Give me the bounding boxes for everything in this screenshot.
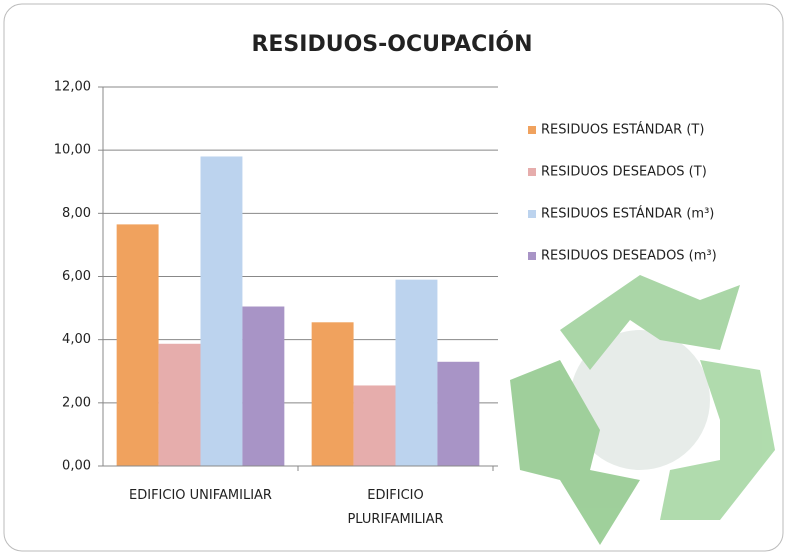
y-tick-label: 4,00 <box>62 332 91 347</box>
bar <box>116 224 159 466</box>
bar <box>200 156 243 466</box>
bar <box>353 385 396 466</box>
y-tick-label: 8,00 <box>62 206 91 221</box>
legend-swatch <box>528 252 536 260</box>
x-tick-label: EDIFICIO PLURIFAMILIAR <box>347 488 444 527</box>
bar <box>395 279 438 466</box>
bar <box>437 361 480 466</box>
y-tick-label: 0,00 <box>62 459 91 474</box>
bar <box>242 306 285 466</box>
y-tick-label: 6,00 <box>62 269 91 284</box>
bar <box>311 322 354 466</box>
y-tick-label: 12,00 <box>54 80 91 95</box>
legend-label: RESIDUOS DESEADOS (T) <box>541 165 707 180</box>
x-tick-label: EDIFICIO UNIFAMILIAR <box>129 488 272 503</box>
legend-swatch <box>528 210 536 218</box>
recycle-icon <box>510 275 775 545</box>
legend-label: RESIDUOS ESTÁNDAR (T) <box>541 122 704 138</box>
y-tick-label: 10,00 <box>54 143 91 158</box>
legend-label: RESIDUOS DESEADOS (m³) <box>541 249 717 264</box>
bar <box>158 343 201 466</box>
legend-label: RESIDUOS ESTÁNDAR (m³) <box>541 206 714 222</box>
legend-swatch <box>528 126 536 134</box>
y-tick-label: 2,00 <box>62 395 91 410</box>
legend-swatch <box>528 168 536 176</box>
chart-title: RESIDUOS-OCUPACIÓN <box>251 31 532 57</box>
